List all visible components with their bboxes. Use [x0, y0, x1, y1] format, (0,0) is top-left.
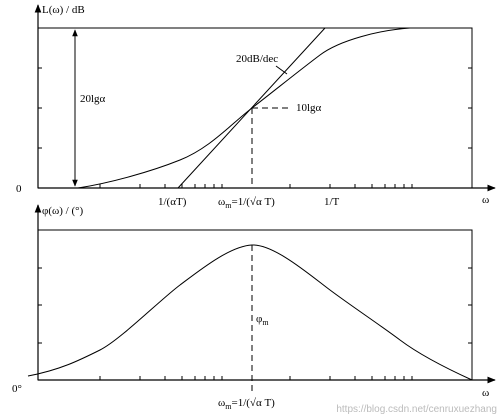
- minor-ticks: [38, 267, 472, 380]
- tick-rest: =1/(√α T): [231, 397, 275, 409]
- tick-label: ωm=1/(√α T): [218, 397, 275, 411]
- y-label: L(ω) / dB: [42, 4, 85, 16]
- zero-label: 0°: [12, 383, 22, 395]
- x-label: ω: [482, 194, 489, 206]
- zero-label: 0: [16, 183, 22, 195]
- subscript: m: [262, 318, 269, 327]
- slope-leader: [275, 65, 288, 75]
- phase-curve: [27, 244, 473, 381]
- subscript: m: [225, 402, 232, 411]
- slope-label: 20dB/dec: [236, 53, 278, 65]
- x-label: ω: [482, 387, 489, 399]
- phi: φ: [256, 313, 262, 325]
- half-label: 10lgα: [296, 102, 322, 114]
- minor-ticks: [38, 67, 472, 188]
- tick-label: ωm=1/(√α T): [218, 196, 275, 210]
- tick-rest: =1/(√α T): [231, 196, 275, 208]
- frame: [37, 229, 473, 381]
- omega: ω: [218, 196, 225, 208]
- magnitude-curve: [77, 27, 411, 189]
- peak-label: φm: [256, 313, 269, 327]
- watermark: https://blog.csdn.net/cenruxuezhang: [336, 404, 497, 415]
- tick-label: 1/(αT): [158, 196, 187, 208]
- gain-label: 20lgα: [80, 93, 106, 105]
- tick-label: 1/T: [324, 196, 340, 208]
- magnitude-plot: L(ω) / dB 0 20lgα 20dB/dec 10lgα 1/(αT) …: [16, 4, 496, 210]
- omega: ω: [218, 397, 225, 409]
- subscript: m: [225, 201, 232, 210]
- y-label: φ(ω) / (°): [42, 205, 84, 217]
- phase-plot: φ(ω) / (°) 0° φm ωm=1/(√α T) ω: [12, 204, 496, 411]
